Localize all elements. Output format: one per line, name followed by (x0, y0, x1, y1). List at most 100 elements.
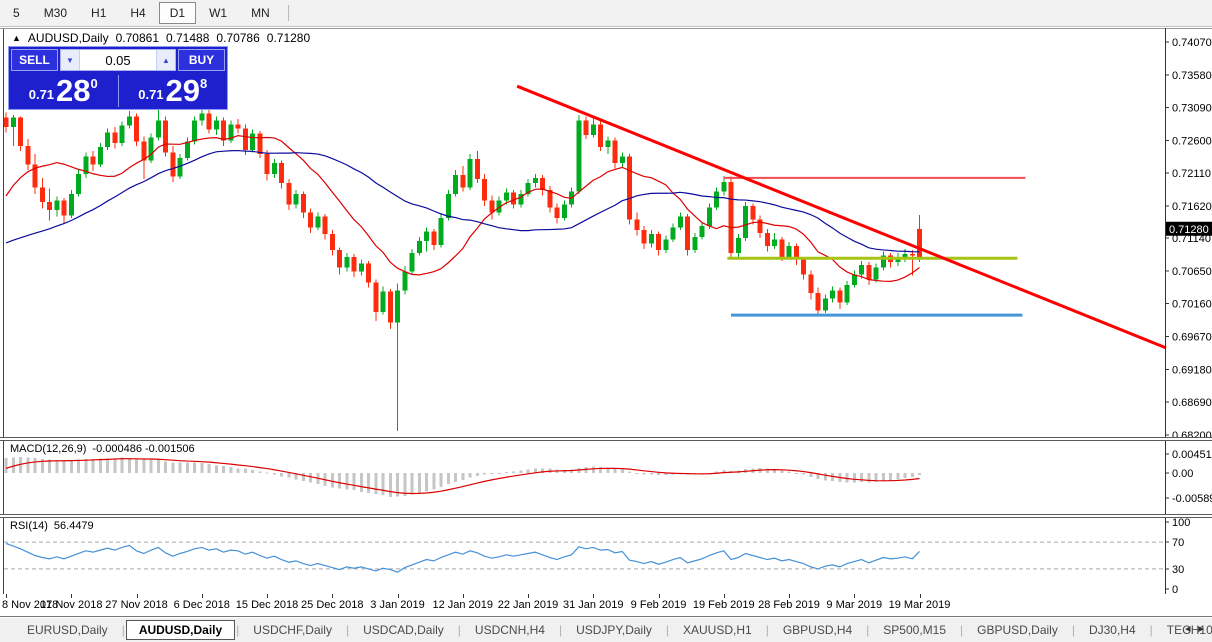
date-tick (6, 594, 7, 598)
chart-tab-usdjpy-daily[interactable]: USDJPY,Daily (576, 623, 652, 637)
date-label: 19 Feb 2019 (692, 599, 755, 611)
timeframe-button-W1[interactable]: W1 (198, 2, 238, 24)
tab-separator: | (765, 623, 769, 637)
price-axis-label: 0.72110 (1172, 168, 1211, 180)
chart-tab-sp500-m15[interactable]: SP500,M15 (883, 623, 947, 637)
date-label: 28 Feb 2019 (758, 599, 820, 611)
tab-separator: | (121, 623, 125, 637)
date-label: 3 Jan 2019 (370, 599, 425, 611)
triangle-up-icon: ▲ (162, 55, 170, 65)
panel-splitter[interactable] (0, 514, 1212, 518)
date-label: 31 Jan 2019 (562, 599, 624, 611)
buy-price-button[interactable]: 0.71 29 8 (119, 73, 228, 109)
one-click-trading-panel: SELL ▼ 0.05 ▲ BUY 0.71 28 0 0.71 29 8 (8, 46, 228, 110)
macd-label: MACD(12,26,9) -0.000486 -0.001506 (10, 443, 195, 455)
timeframe-button-D1[interactable]: D1 (158, 2, 197, 24)
price-axis-label: 0.68200 (1172, 430, 1212, 437)
chart-tab-usdchf-daily[interactable]: USDCHF,Daily (253, 623, 332, 637)
chart-tab-dj30-h4[interactable]: DJ30,H4 (1088, 623, 1136, 637)
price-axis-label: 0.69180 (1172, 364, 1212, 376)
price-axis-label: 0.74070 (1172, 37, 1212, 49)
candles-series (3, 105, 922, 431)
collapse-panel-icon[interactable]: ▲ (12, 33, 21, 43)
timeframe-button-MN[interactable]: MN (240, 2, 281, 24)
chart-tab-gbpusd-h4[interactable]: GBPUSD,H4 (782, 623, 853, 637)
date-label: 17 Nov 2018 (40, 599, 103, 611)
chart-tabs-bar: EURUSD,Daily | AUDUSD,Daily | USDCHF,Daily | U… (0, 618, 1212, 642)
tabs-scroll-left-icon[interactable]: ◂ (1184, 623, 1191, 635)
current-price-badge: 0.71280 (1166, 221, 1212, 236)
macd-histogram (4, 457, 921, 498)
tab-separator: | (558, 623, 563, 637)
date-tick (723, 594, 725, 598)
date-tick (528, 594, 529, 598)
timeframe-button-H1[interactable]: H1 (80, 2, 117, 24)
chart-tab-audusd-daily[interactable]: AUDUSD,Daily (125, 620, 236, 640)
rsi-axis-label: 100 (1172, 518, 1190, 529)
macd-axis-label: 0.00 (1172, 468, 1193, 480)
date-label: 9 Feb 2019 (630, 599, 687, 611)
chart-tab-usdcnh-h4[interactable]: USDCNH,H4 (474, 623, 545, 637)
price-axis-label: 0.69670 (1172, 332, 1212, 344)
date-tick (854, 594, 856, 598)
date-label: 8 Nov 2018 (2, 599, 59, 611)
date-tick (267, 594, 268, 598)
lot-size-spinner: ▼ 0.05 ▲ (60, 49, 176, 71)
timeframe-button-M30[interactable]: M30 (33, 2, 78, 24)
lot-size-field[interactable]: 0.05 (105, 52, 131, 68)
chart-tab-gbpusd-daily[interactable]: GBPUSD,Daily (977, 623, 1058, 637)
price-axis-label: 0.68690 (1172, 397, 1212, 409)
date-tick (789, 594, 790, 598)
triangle-down-icon: ▼ (66, 55, 74, 65)
tab-separator: | (665, 623, 669, 637)
buy-price-big: 29 (165, 73, 201, 108)
timeframe-toolbar: 5 M30 H1 H4 D1 W1 MN (0, 0, 1212, 27)
timeframe-button-5[interactable]: 5 (2, 2, 31, 24)
chart-tab-tech100-h1[interactable]: TECH100,H1 (1166, 623, 1212, 637)
tab-separator: | (345, 623, 350, 637)
sell-price-big: 28 (56, 73, 91, 108)
panel-splitter[interactable] (0, 437, 1212, 441)
date-tick (593, 594, 595, 598)
sell-price-sup: 0 (90, 76, 98, 91)
date-label: 9 Mar 2019 (826, 599, 883, 611)
sell-price-button[interactable]: 0.71 28 0 (9, 73, 118, 109)
date-label: 22 Jan 2019 (497, 599, 559, 611)
date-axis[interactable]: 8 Nov 2018 17 Nov 2018 27 Nov 2018 6 Dec 20… (0, 594, 1212, 617)
rsi-label: RSI(14) 56.4479 (10, 520, 94, 532)
sell-button[interactable]: SELL (11, 49, 58, 71)
rsi-axis-label: 30 (1172, 564, 1184, 576)
rsi-axis-label: 0 (1172, 584, 1178, 594)
macd-panel-canvas[interactable]: 0.004517 0.00 -0.005899 (0, 441, 1212, 514)
main-chart-canvas[interactable]: 0.74070 0.73580 0.73090 0.72600 0.72110 0.716… (0, 28, 1212, 437)
date-tick (919, 594, 921, 598)
rsi-panel-canvas[interactable]: 100 70 30 0 (0, 518, 1212, 594)
date-tick (658, 594, 660, 598)
tab-separator: | (866, 623, 870, 637)
lot-increase-button[interactable]: ▲ (156, 50, 175, 70)
date-tick (397, 594, 399, 598)
tab-separator: | (236, 623, 240, 637)
date-label: 19 Mar 2019 (888, 599, 951, 611)
chart-tab-usdcad-daily[interactable]: USDCAD,Daily (363, 623, 444, 637)
rsi-line (5, 542, 920, 573)
tab-separator: | (1149, 623, 1153, 637)
sell-price-base: 0.71 (28, 87, 55, 102)
open-value: 0.70861 (115, 31, 159, 45)
buy-button[interactable]: BUY (178, 49, 225, 71)
tab-separator: | (960, 623, 964, 637)
trendline (516, 84, 1167, 350)
macd-axis-label: 0.004517 (1172, 449, 1212, 461)
chart-tab-xauusd-h1[interactable]: XAUUSD,H1 (683, 623, 752, 637)
date-label: 15 Dec 2018 (235, 599, 299, 611)
chart-tab-eurusd-daily[interactable]: EURUSD,Daily (27, 623, 108, 637)
tabs-scroll-right-icon[interactable]: ▸ (1198, 623, 1204, 635)
date-label: 6 Dec 2018 (173, 599, 230, 611)
ma-slow-line (5, 149, 920, 253)
lot-decrease-button[interactable]: ▼ (61, 50, 80, 70)
toolbar-separator (287, 5, 289, 21)
ma-fast-line (5, 135, 920, 282)
timeframe-button-H4[interactable]: H4 (119, 2, 156, 24)
date-tick (332, 594, 334, 598)
rsi-axis-label: 70 (1172, 537, 1184, 549)
